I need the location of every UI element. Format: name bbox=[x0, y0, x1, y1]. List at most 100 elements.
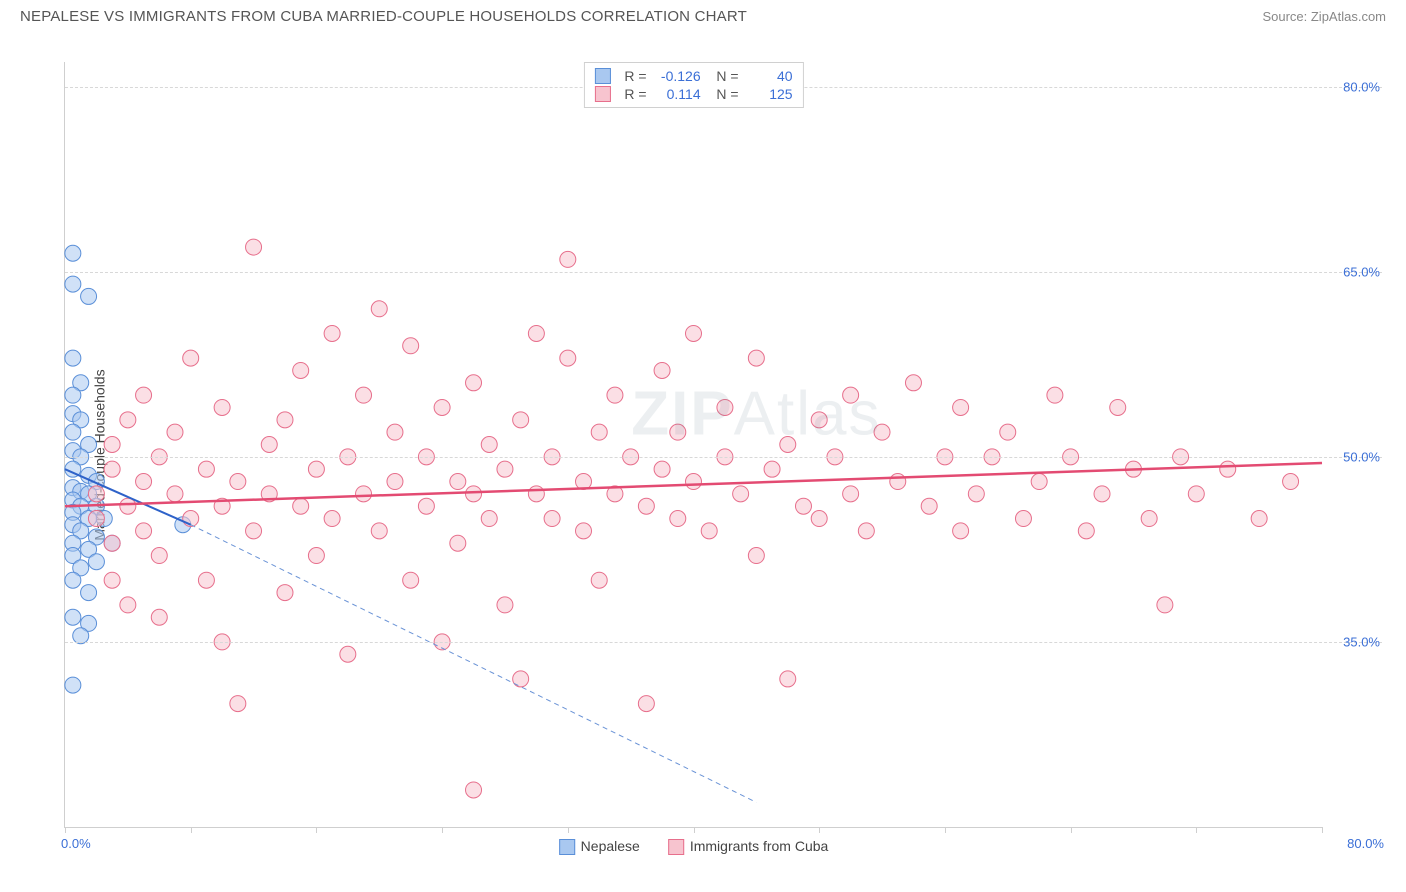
data-point bbox=[607, 387, 623, 403]
x-axis-start-label: 0.0% bbox=[61, 836, 91, 851]
x-tick bbox=[1322, 827, 1323, 833]
data-point bbox=[686, 325, 702, 341]
data-point bbox=[858, 523, 874, 539]
data-point bbox=[120, 597, 136, 613]
x-tick bbox=[945, 827, 946, 833]
data-point bbox=[1110, 399, 1126, 415]
data-point bbox=[1000, 424, 1016, 440]
data-point bbox=[481, 437, 497, 453]
data-point bbox=[1251, 511, 1267, 527]
data-point bbox=[277, 585, 293, 601]
legend-swatch bbox=[594, 86, 610, 102]
series-legend-label: Nepalese bbox=[581, 838, 640, 854]
data-point bbox=[88, 511, 104, 527]
data-point bbox=[890, 474, 906, 490]
y-tick-label: 50.0% bbox=[1326, 449, 1380, 464]
data-point bbox=[293, 498, 309, 514]
data-point bbox=[481, 511, 497, 527]
series-legend-label: Immigrants from Cuba bbox=[690, 838, 828, 854]
legend-row: R =0.114 N =125 bbox=[594, 85, 792, 103]
data-point bbox=[528, 325, 544, 341]
data-point bbox=[387, 474, 403, 490]
data-point bbox=[638, 498, 654, 514]
data-point bbox=[65, 677, 81, 693]
data-point bbox=[1220, 461, 1236, 477]
data-point bbox=[104, 461, 120, 477]
data-point bbox=[843, 486, 859, 502]
data-point bbox=[136, 523, 152, 539]
legend-row: R =-0.126 N =40 bbox=[594, 67, 792, 85]
data-point bbox=[198, 461, 214, 477]
x-tick bbox=[568, 827, 569, 833]
data-point bbox=[654, 362, 670, 378]
data-point bbox=[104, 437, 120, 453]
data-point bbox=[560, 251, 576, 267]
data-point bbox=[701, 523, 717, 539]
data-point bbox=[717, 399, 733, 415]
data-point bbox=[780, 437, 796, 453]
x-tick bbox=[65, 827, 66, 833]
data-point bbox=[104, 572, 120, 588]
legend-swatch bbox=[594, 68, 610, 84]
legend-swatch bbox=[668, 839, 684, 855]
data-point bbox=[434, 399, 450, 415]
data-point bbox=[65, 572, 81, 588]
data-point bbox=[230, 474, 246, 490]
data-point bbox=[576, 523, 592, 539]
series-legend: Nepalese Immigrants from Cuba bbox=[559, 838, 829, 855]
data-point bbox=[513, 671, 529, 687]
x-tick bbox=[694, 827, 695, 833]
data-point bbox=[183, 350, 199, 366]
page-title: NEPALESE VS IMMIGRANTS FROM CUBA MARRIED… bbox=[20, 8, 747, 25]
legend-r-value: -0.126 bbox=[655, 68, 701, 84]
data-point bbox=[528, 486, 544, 502]
data-point bbox=[403, 572, 419, 588]
data-point bbox=[748, 350, 764, 366]
data-point bbox=[65, 424, 81, 440]
x-tick bbox=[442, 827, 443, 833]
data-point bbox=[953, 399, 969, 415]
data-point bbox=[65, 609, 81, 625]
data-point bbox=[513, 412, 529, 428]
data-point bbox=[308, 461, 324, 477]
x-axis-end-label: 80.0% bbox=[1347, 836, 1384, 851]
chart-container: Married-couple Households R =-0.126 N =4… bbox=[20, 38, 1386, 872]
data-point bbox=[795, 498, 811, 514]
data-point bbox=[733, 486, 749, 502]
data-point bbox=[277, 412, 293, 428]
data-point bbox=[638, 696, 654, 712]
data-point bbox=[65, 387, 81, 403]
data-point bbox=[371, 523, 387, 539]
data-point bbox=[1283, 474, 1299, 490]
legend-r-value: 0.114 bbox=[655, 86, 701, 102]
data-point bbox=[65, 276, 81, 292]
data-point bbox=[167, 424, 183, 440]
data-point bbox=[136, 387, 152, 403]
data-point bbox=[167, 486, 183, 502]
x-tick bbox=[316, 827, 317, 833]
data-point bbox=[308, 548, 324, 564]
data-point bbox=[136, 474, 152, 490]
data-point bbox=[151, 609, 167, 625]
data-point bbox=[120, 498, 136, 514]
source-label: Source: ZipAtlas.com bbox=[1262, 9, 1386, 24]
data-point bbox=[874, 424, 890, 440]
data-point bbox=[748, 548, 764, 564]
data-point bbox=[151, 548, 167, 564]
data-point bbox=[1141, 511, 1157, 527]
data-point bbox=[214, 399, 230, 415]
data-point bbox=[120, 412, 136, 428]
legend-swatch bbox=[559, 839, 575, 855]
data-point bbox=[843, 387, 859, 403]
data-point bbox=[81, 585, 97, 601]
data-point bbox=[466, 375, 482, 391]
data-point bbox=[450, 535, 466, 551]
data-point bbox=[780, 671, 796, 687]
y-tick-label: 80.0% bbox=[1326, 79, 1380, 94]
data-point bbox=[921, 498, 937, 514]
data-point bbox=[387, 424, 403, 440]
data-point bbox=[1157, 597, 1173, 613]
data-point bbox=[497, 597, 513, 613]
legend-r-label: R = bbox=[624, 68, 646, 84]
legend-n-label: N = bbox=[709, 86, 739, 102]
